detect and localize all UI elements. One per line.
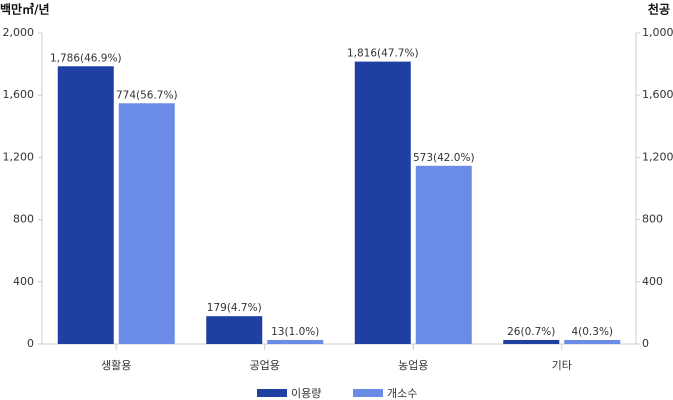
y2-tick-label: 1,200 <box>642 150 673 163</box>
y2-tick-label: 800 <box>642 213 663 226</box>
y2-tick-label: 1,600 <box>642 88 673 101</box>
x-tick-label: 농업용 <box>398 359 428 372</box>
x-tick-label: 기타 <box>552 359 572 372</box>
legend-swatch <box>353 389 383 397</box>
bar <box>206 316 263 344</box>
bar <box>57 66 114 344</box>
data-label: 1,816(47.7%) <box>347 48 419 60</box>
data-label: 179(4.7%) <box>207 302 262 314</box>
data-label: 26(0.7%) <box>507 326 555 338</box>
y-axis-title: 백만㎥/년 <box>0 2 50 17</box>
data-label: 573(42.0%) <box>413 152 475 164</box>
bar <box>503 339 560 344</box>
data-label: 774(56.7%) <box>116 89 178 101</box>
y-tick-label: 800 <box>13 213 34 226</box>
legend-swatch <box>257 389 287 397</box>
bar <box>415 165 472 344</box>
x-tick-label: 생활용 <box>101 358 131 372</box>
y2-tick-label: 400 <box>642 275 663 288</box>
y-tick-label: 2,000 <box>3 26 35 39</box>
legend-label: 개소수 <box>387 387 417 400</box>
y-tick-label: 1,600 <box>3 88 35 101</box>
y2-tick-label: 0 <box>642 337 649 350</box>
bar <box>267 339 324 344</box>
data-label: 4(0.3%) <box>571 326 613 338</box>
y2-tick-label: 1,000 <box>642 26 673 39</box>
y2-axis-title: 천공 <box>648 2 670 17</box>
bar <box>354 61 411 344</box>
y-tick-label: 1,200 <box>3 150 35 163</box>
data-label: 13(1.0%) <box>271 326 319 338</box>
y-tick-label: 0 <box>27 337 34 350</box>
y-tick-label: 400 <box>13 275 34 288</box>
bar <box>118 103 175 344</box>
legend-label: 이용량 <box>291 387 321 400</box>
data-label: 1,786(46.9%) <box>50 52 122 64</box>
bar <box>564 340 621 344</box>
x-tick-label: 공업용 <box>250 359 280 372</box>
